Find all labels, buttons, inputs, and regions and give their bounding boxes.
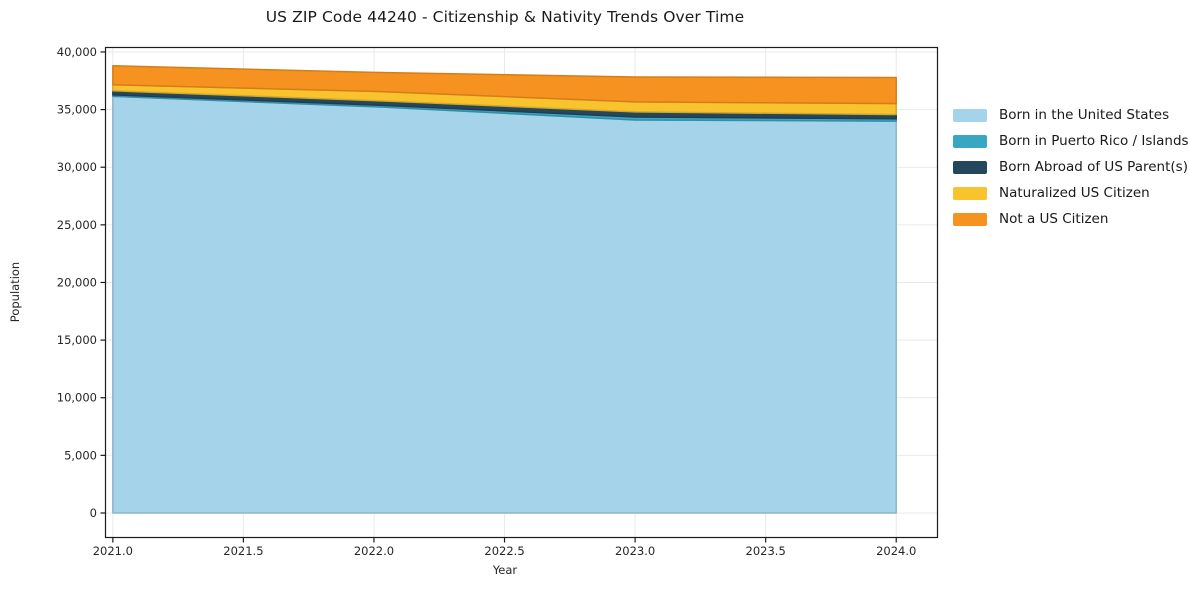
y-tick-label: 30,000 bbox=[57, 160, 97, 174]
legend-item: Born in Puerto Rico / Islands bbox=[953, 128, 1189, 154]
y-tick-label: 20,000 bbox=[57, 275, 97, 289]
y-tick-label: 40,000 bbox=[57, 45, 97, 59]
legend-label: Born in the United States bbox=[999, 107, 1170, 123]
x-tick-label: 2022.0 bbox=[354, 544, 394, 558]
legend-label: Naturalized US Citizen bbox=[999, 185, 1150, 201]
legend-label: Born Abroad of US Parent(s) bbox=[999, 159, 1188, 175]
area-series-4 bbox=[112, 65, 897, 105]
y-tick-label: 25,000 bbox=[57, 218, 97, 232]
y-axis-label: Population bbox=[8, 261, 22, 323]
legend-label: Not a US Citizen bbox=[999, 211, 1109, 227]
x-tick-label: 2023.5 bbox=[746, 544, 786, 558]
legend-swatch-icon bbox=[953, 160, 987, 174]
legend-item: Born in the United States bbox=[953, 102, 1189, 128]
y-tick-label: 10,000 bbox=[57, 391, 97, 405]
legend-swatch-icon bbox=[953, 212, 987, 226]
stacked-area-chart: 0 5,000 10,000 15,000 20,000 25,000 30,000 35,0… bbox=[57, 45, 939, 558]
legend-item: Not a US Citizen bbox=[953, 206, 1189, 232]
x-tick-label: 2021.5 bbox=[223, 544, 263, 558]
legend-swatch-icon bbox=[953, 186, 987, 200]
y-tick-label: 5,000 bbox=[64, 448, 97, 462]
legend-swatch-icon bbox=[953, 134, 987, 148]
area-series-0 bbox=[112, 95, 897, 514]
legend-swatch-icon bbox=[953, 108, 987, 122]
legend-label: Born in Puerto Rico / Islands bbox=[999, 133, 1189, 149]
x-tick-label: 2023.0 bbox=[615, 544, 655, 558]
axes-frame bbox=[104, 46, 939, 539]
legend: Born in the United States Born in Puerto … bbox=[953, 102, 1189, 232]
x-tick-label: 2024.0 bbox=[876, 544, 916, 558]
legend-item: Naturalized US Citizen bbox=[953, 180, 1189, 206]
y-tick-label: 15,000 bbox=[57, 333, 97, 347]
x-axis-label: Year bbox=[492, 563, 518, 577]
legend-item: Born Abroad of US Parent(s) bbox=[953, 154, 1189, 180]
chart-title: US ZIP Code 44240 - Citizenship & Nativi… bbox=[265, 8, 745, 26]
y-tick-label: 35,000 bbox=[57, 103, 97, 117]
x-tick-label: 2022.5 bbox=[484, 544, 524, 558]
y-tick-label: 0 bbox=[90, 506, 97, 520]
x-tick-label: 2021.0 bbox=[93, 544, 133, 558]
